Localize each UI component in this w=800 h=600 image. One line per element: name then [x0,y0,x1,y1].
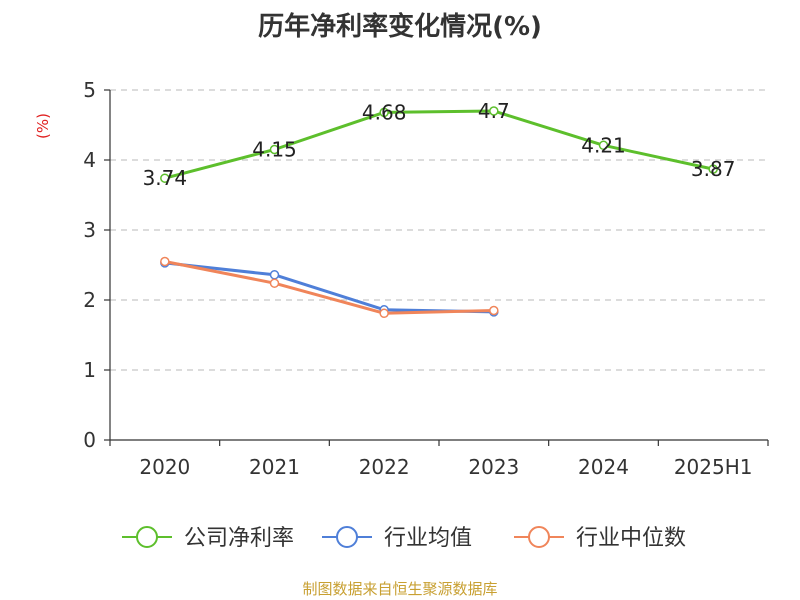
legend: 公司净利率 行业均值 行业中位数 [122,526,686,551]
data-point [489,106,499,116]
y-tick-label: 0 [83,428,96,452]
legend-label: 行业中位数 [576,526,686,551]
legend-label: 公司净利率 [184,526,294,551]
data-point [269,144,280,155]
data-point [160,173,170,183]
y-tick-label: 3 [83,218,96,242]
axes: 0 1 2 3 4 5 2020 2021 2022 2023 2024 2025H1 [83,78,769,479]
y-axis-label: (%) [34,113,52,139]
y-tick-label: 5 [83,78,96,102]
data-label: 4.21 [581,133,626,157]
x-tick-label: 2025H1 [674,455,753,479]
y-tick-label: 2 [83,288,96,312]
data-point [269,270,280,280]
grid-lines [110,89,768,371]
data-label: 4.7 [478,99,510,123]
data-point [489,305,499,316]
legend-label: 行业均值 [384,526,472,551]
series-lines: 3.74 4.15 4.68 4.7 4.21 3.87 [143,99,736,319]
x-tick-label: 2023 [468,455,519,479]
data-label: 4.68 [362,100,407,124]
data-point [269,278,280,288]
x-tick-label: 2022 [359,455,410,479]
data-label: 4.15 [252,138,297,162]
data-point [379,308,389,319]
data-label: 3.74 [143,166,188,190]
x-tick-label: 2024 [578,455,629,479]
data-point [379,107,389,118]
data-label: 3.87 [691,157,736,181]
source-note: 制图数据来自恒生聚源数据库 [302,580,498,598]
x-tick-label: 2020 [139,455,190,479]
data-point [708,164,718,174]
y-tick-label: 1 [83,358,96,382]
data-point [160,256,170,267]
series-line [164,260,494,315]
y-tick-label: 4 [83,148,96,172]
chart-title: 历年净利率变化情况(%) [258,12,542,42]
data-point [598,140,609,151]
legend-marker [528,526,550,548]
x-tick-label: 2021 [249,455,300,479]
legend-marker [136,526,158,548]
legend-marker [336,526,358,548]
series-line [164,109,714,180]
